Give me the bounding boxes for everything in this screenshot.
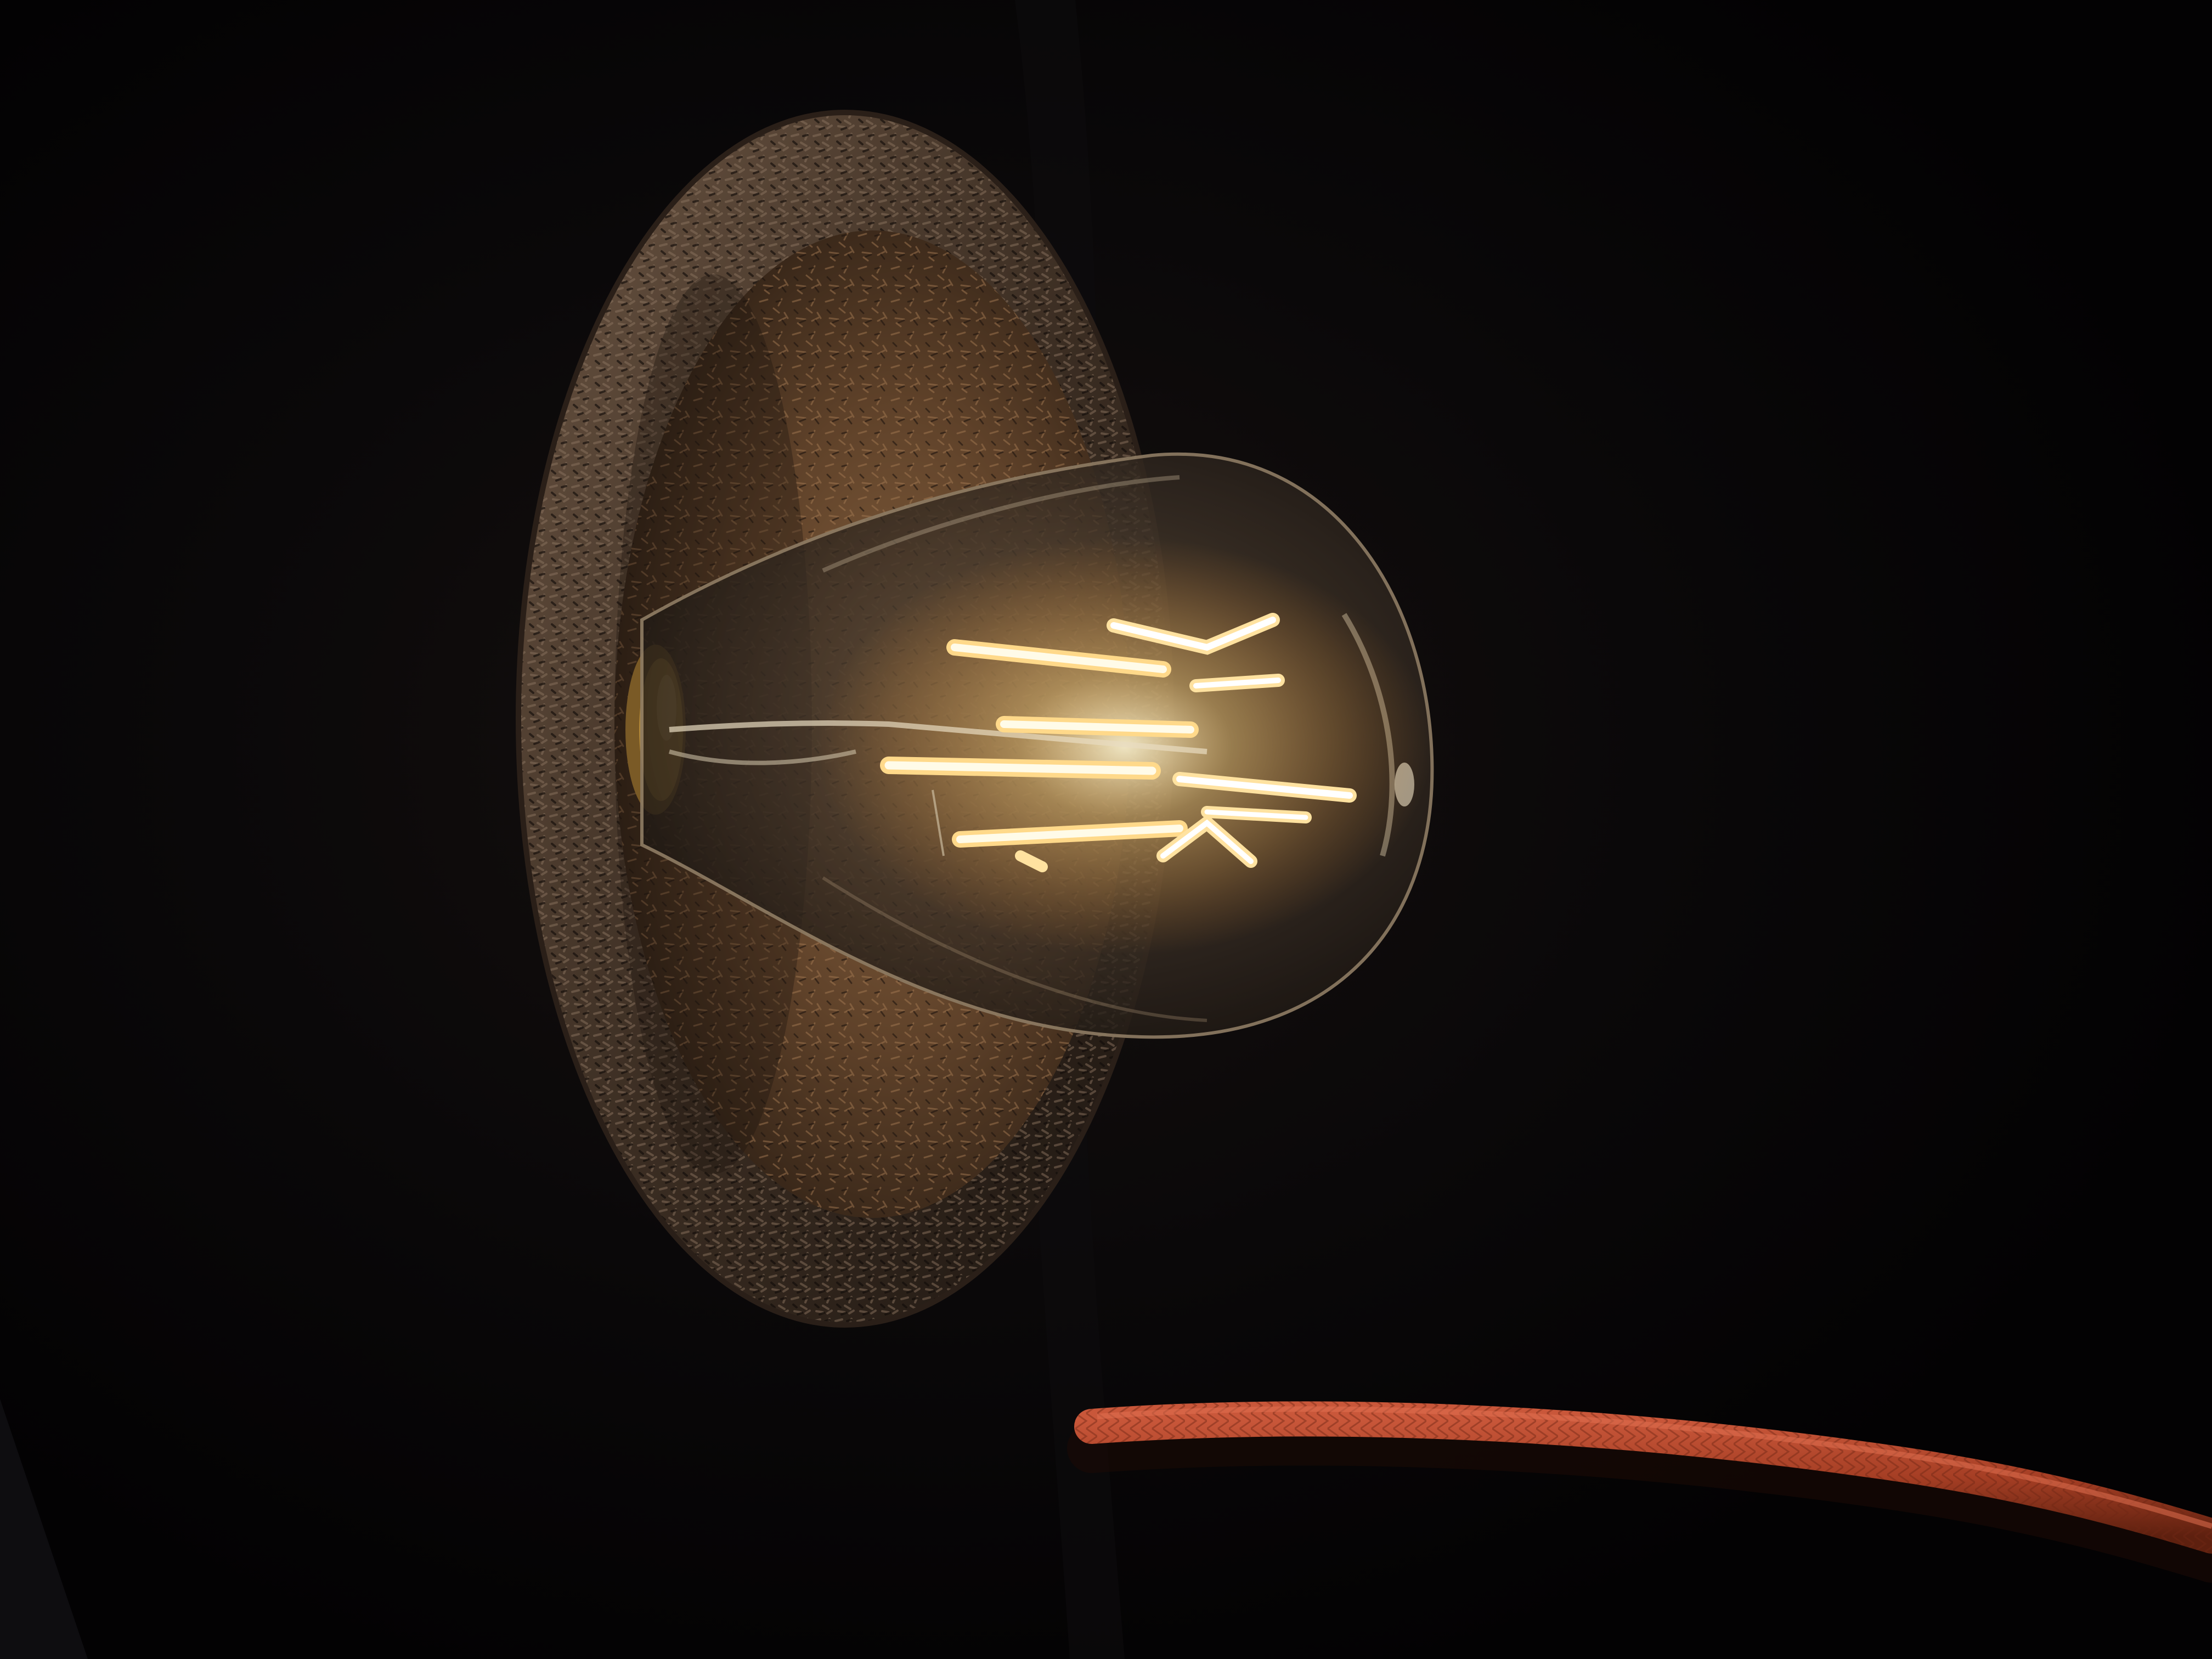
filament-bulb bbox=[640, 452, 1434, 1039]
left-edge-shadow bbox=[0, 1399, 88, 1659]
filaments bbox=[880, 613, 1357, 872]
cord-shadow bbox=[1067, 1416, 2212, 1583]
power-cord bbox=[1067, 1401, 2212, 1583]
